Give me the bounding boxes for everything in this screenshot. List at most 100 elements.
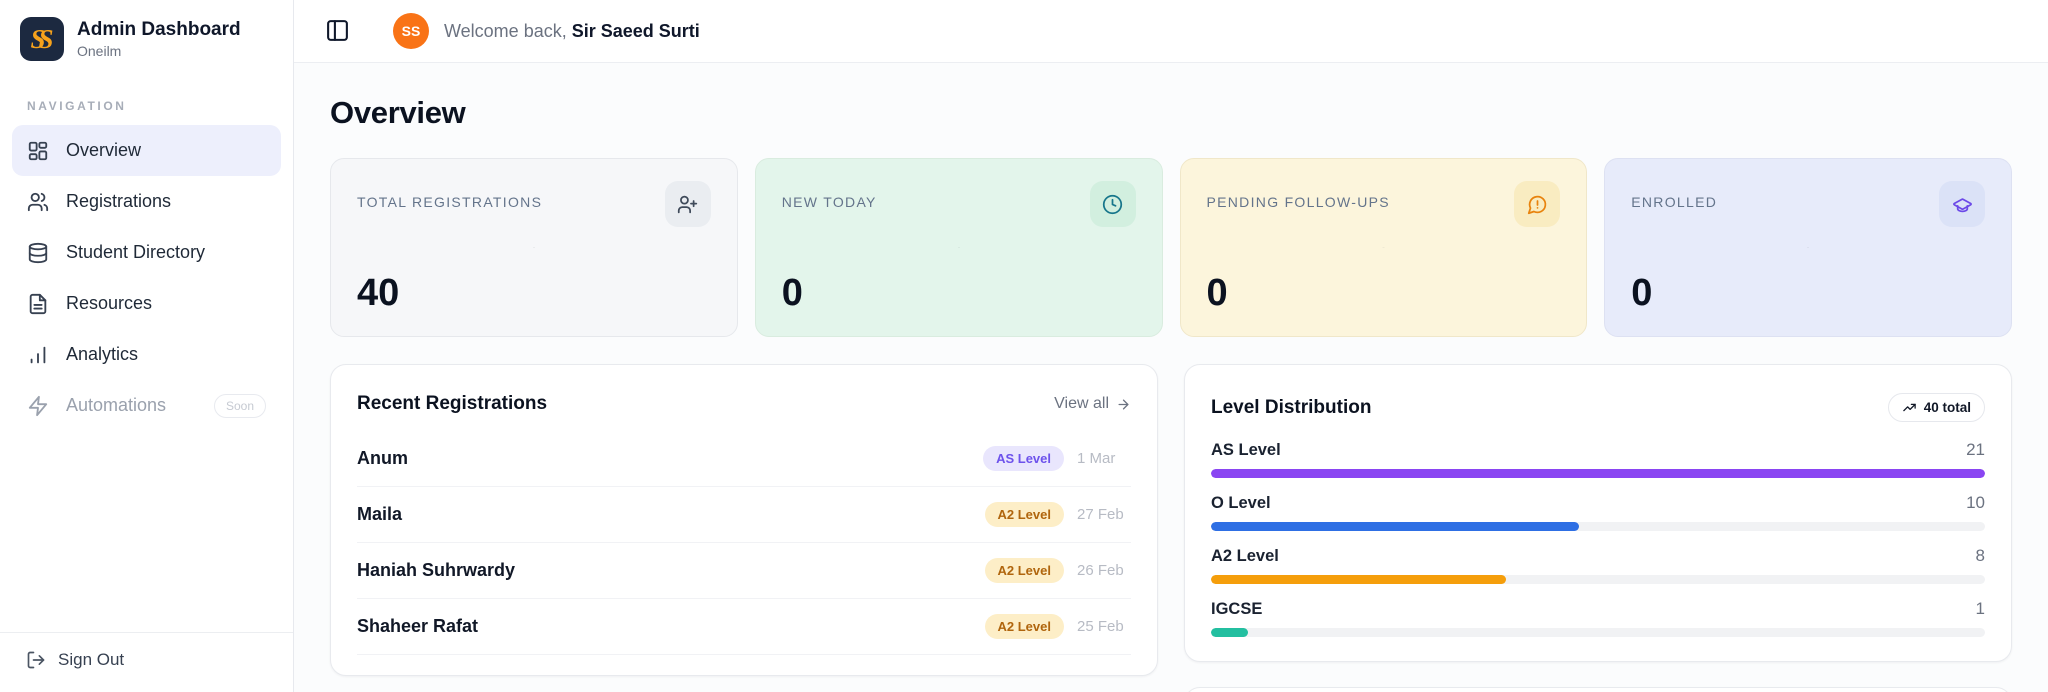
level-distribution-title: Level Distribution [1211, 396, 1372, 418]
sidebar-footer: Sign Out [0, 632, 293, 692]
distribution-track [1211, 628, 1985, 637]
panels-row: Recent Registrations View all Anum AS Lev… [330, 364, 2012, 692]
distribution-label: IGCSE [1211, 600, 1263, 618]
database-icon [27, 242, 49, 264]
sidebar-item-label: Registrations [66, 191, 172, 211]
stat-card-new-today: NEW TODAY 0 [754, 158, 1163, 337]
sidebar-item-label: Overview [66, 140, 142, 160]
user-plus-icon [664, 181, 711, 227]
distribution-label: O Level [1211, 494, 1271, 512]
distribution-row-a2-level: A2 Level 8 [1211, 546, 1985, 584]
sign-out-label: Sign Out [58, 650, 125, 669]
stat-card-label: TOTAL REGISTRATIONS [357, 194, 543, 210]
distribution-track [1211, 522, 1985, 531]
level-distribution-panel: Level Distribution 40 total AS Level 21 O … [1184, 364, 2012, 662]
registration-date: 1 Mar [1077, 450, 1116, 467]
sidebar-item-analytics[interactable]: Analytics [12, 329, 281, 380]
registration-row-shaheer-rafat[interactable]: Shaheer Rafat A2 Level 25 Feb [357, 599, 1131, 655]
distribution-value: 21 [1966, 440, 1985, 459]
welcome-message: Welcome back, Sir Saeed Surti [444, 20, 700, 41]
registration-row-haniah-suhrwardy[interactable]: Haniah Suhrwardy A2 Level 26 Feb [357, 543, 1131, 599]
sidebar-item-label: Resources [66, 293, 153, 313]
student-name: Shaheer Rafat [357, 616, 479, 636]
distribution-row-o-level: O Level 10 [1211, 493, 1985, 531]
level-badge: A2 Level [984, 502, 1064, 527]
distribution-bar [1211, 575, 1506, 584]
user-name: Sir Saeed Surti [571, 20, 700, 41]
dashboard-grid-icon [27, 140, 49, 162]
level-badge: A2 Level [984, 614, 1064, 639]
sidebar-item-automations[interactable]: Automations Soon [12, 380, 281, 431]
stat-card-value: 0 [1631, 272, 1653, 314]
distribution-bar [1211, 469, 1985, 478]
stat-card-value: 0 [1206, 272, 1228, 314]
registration-date: 25 Feb [1077, 618, 1124, 635]
top-bar: SS Welcome back, Sir Saeed Surti [294, 0, 2048, 63]
distribution-label: A2 Level [1211, 547, 1279, 565]
stat-card-enrolled: ENROLLED 0 [1604, 158, 2012, 337]
sign-out-button[interactable]: Sign Out [26, 650, 124, 670]
brand: SS Admin Dashboard Oneilm [0, 0, 293, 69]
zap-icon [27, 395, 49, 417]
student-name: Haniah Suhrwardy [357, 560, 516, 580]
sidebar-item-label: Automations [66, 395, 167, 415]
sidebar-item-overview[interactable]: Overview [12, 125, 281, 176]
distribution-label: AS Level [1211, 441, 1281, 459]
stat-cards-row: TOTAL REGISTRATIONS 40 NEW TODAY 0 PENDING F… [330, 158, 2012, 337]
clock-icon [1089, 181, 1136, 227]
bar-chart-icon [27, 344, 49, 366]
arrow-right-icon [1116, 397, 1131, 412]
registration-row-anum[interactable]: Anum AS Level 1 Mar [357, 431, 1131, 487]
distribution-value: 1 [1975, 599, 1985, 618]
sidebar-item-registrations[interactable]: Registrations [12, 176, 281, 227]
sidebar-item-label: Analytics [66, 344, 139, 364]
level-distribution-chart: AS Level 21 O Level 10 A2 Level 8 IGCSE 1 [1185, 438, 2011, 661]
recent-registrations-title: Recent Registrations [357, 393, 548, 414]
main-area: Overview TOTAL REGISTRATIONS 40 NEW TODAY 0… [294, 63, 2048, 692]
avatar: SS [393, 13, 429, 49]
document-icon [27, 293, 49, 315]
soon-badge: Soon [213, 393, 266, 418]
message-alert-icon [1514, 181, 1561, 227]
registration-date: 26 Feb [1077, 562, 1124, 579]
sidebar-nav: Overview Registrations Student Directory Re… [0, 125, 293, 431]
users-icon [27, 191, 49, 213]
stat-card-total-registrations: TOTAL REGISTRATIONS 40 [330, 158, 738, 337]
level-badge: A2 Level [984, 558, 1064, 583]
level-badge: AS Level [983, 446, 1064, 471]
sidebar-item-student-directory[interactable]: Student Directory [12, 227, 281, 278]
sidebar-item-resources[interactable]: Resources [12, 278, 281, 329]
sidebar: SS Admin Dashboard Oneilm NAVIGATION Ove… [0, 0, 294, 692]
distribution-bar [1211, 522, 1580, 531]
graduation-cap-icon [1939, 181, 1985, 227]
view-all-button[interactable]: View all [1054, 395, 1131, 413]
student-name: Maila [357, 504, 403, 524]
app-logo-text: SS [30, 23, 53, 54]
trending-up-icon [1902, 400, 1917, 415]
registration-row-maila[interactable]: Maila A2 Level 27 Feb [357, 487, 1131, 543]
next-panel-partial [1184, 687, 2012, 692]
distribution-bar [1211, 628, 1249, 637]
stat-card-value: 40 [357, 272, 400, 314]
distribution-row-as-level: AS Level 21 [1211, 440, 1985, 478]
stat-card-label: PENDING FOLLOW-UPS [1206, 194, 1390, 210]
recent-registrations-list: Anum AS Level 1 Mar Maila A2 Level 27 Feb Hani… [331, 431, 1157, 675]
stat-card-label: NEW TODAY [781, 194, 877, 210]
distribution-track [1211, 575, 1985, 584]
stat-card-pending-follow-ups: PENDING FOLLOW-UPS 0 [1179, 158, 1588, 337]
recent-registrations-panel: Recent Registrations View all Anum AS Lev… [330, 364, 1158, 676]
sidebar-toggle-button[interactable] [325, 18, 351, 44]
avatar-initials: SS [401, 23, 421, 39]
panel-left-icon [325, 18, 350, 44]
logout-icon [26, 650, 46, 670]
distribution-value: 10 [1966, 493, 1985, 512]
nav-section-label: NAVIGATION [27, 99, 127, 113]
student-name: Anum [357, 448, 408, 468]
content-column: SS Welcome back, Sir Saeed Surti Overvie… [294, 0, 2048, 692]
app-logo: SS [20, 17, 64, 61]
right-column: Level Distribution 40 total AS Level 21 O … [1184, 364, 2012, 692]
distribution-value: 8 [1975, 546, 1985, 565]
page-title: Overview [330, 95, 466, 130]
registration-date: 27 Feb [1077, 506, 1124, 523]
